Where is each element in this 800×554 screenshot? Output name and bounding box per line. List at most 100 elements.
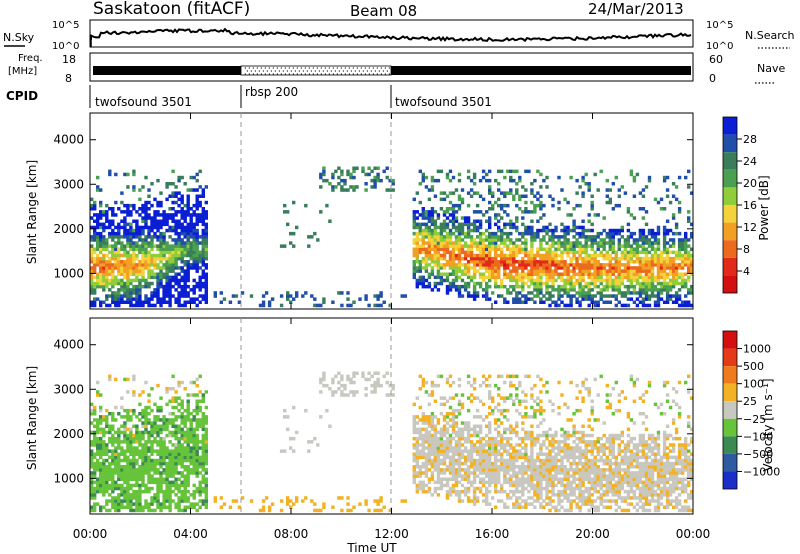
velocity-cell <box>478 461 483 466</box>
velocity-cell <box>114 446 118 450</box>
power-cell <box>391 188 395 192</box>
velocity-cell <box>90 505 94 509</box>
velocity-cell <box>286 415 290 419</box>
velocity-cell <box>186 408 190 413</box>
power-cell <box>111 266 115 270</box>
power-cell <box>198 169 202 174</box>
power-cell <box>454 278 459 283</box>
power-cell <box>530 241 534 245</box>
power-cell <box>99 266 103 270</box>
power-cell <box>545 256 549 261</box>
power-cell <box>108 231 112 236</box>
power-cell <box>102 247 106 251</box>
velocity-cell <box>418 455 422 460</box>
power-cell <box>687 291 691 295</box>
power-cell <box>533 207 537 211</box>
power-cell <box>488 222 492 227</box>
velocity-cell <box>183 486 187 491</box>
power-cell <box>469 178 474 183</box>
power-cell <box>481 247 486 251</box>
power-cell <box>587 228 591 233</box>
velocity-cell <box>445 443 450 447</box>
power-cell <box>530 200 534 205</box>
velocity-cell <box>171 465 175 469</box>
velocity-cell <box>469 461 474 466</box>
power-cell <box>198 219 202 223</box>
power-cell <box>120 225 124 230</box>
power-cell <box>590 272 594 276</box>
power-cell <box>147 269 151 273</box>
velocity-cell <box>174 390 178 394</box>
power-cell <box>123 275 127 280</box>
power-cell <box>352 188 356 192</box>
power-cell <box>168 207 172 211</box>
power-cell <box>500 203 504 208</box>
power-cell <box>500 260 504 264</box>
velocity-cell <box>442 449 447 453</box>
power-cell <box>150 281 154 286</box>
power-cell <box>491 247 495 251</box>
velocity-cell <box>114 418 118 422</box>
power-cell <box>629 284 634 289</box>
power-cell <box>174 266 178 270</box>
power-cell <box>129 272 133 276</box>
velocity-cell <box>391 387 395 391</box>
power-cell <box>379 303 383 308</box>
velocity-cell <box>352 505 356 509</box>
power-cell <box>183 303 187 308</box>
velocity-cell <box>138 418 142 422</box>
velocity-cell <box>472 499 477 503</box>
velocity-cell <box>159 480 163 485</box>
velocity-cell <box>497 468 501 472</box>
power-cell <box>506 263 510 267</box>
velocity-cell <box>457 474 462 478</box>
power-cell <box>578 263 582 267</box>
power-cell <box>313 231 317 236</box>
velocity-cell <box>427 402 432 407</box>
power-cell <box>602 244 606 248</box>
power-cell <box>509 191 513 195</box>
velocity-cell <box>340 390 344 394</box>
velocity-cell <box>195 402 199 407</box>
velocity-cell <box>485 499 489 503</box>
power-cell <box>189 253 193 258</box>
power-cell <box>454 210 459 214</box>
power-cell <box>439 169 444 174</box>
power-cell <box>668 266 673 270</box>
power-cell <box>539 238 543 242</box>
velocity-cell <box>448 383 453 388</box>
power-cell <box>189 188 193 192</box>
power-cell <box>111 231 115 236</box>
power-cell <box>638 244 643 248</box>
velocity-cell <box>120 483 124 488</box>
power-cell <box>105 281 109 286</box>
power-cell <box>626 278 631 283</box>
power-cell <box>614 294 618 298</box>
power-cell <box>617 263 621 267</box>
power-cell <box>620 303 624 308</box>
power-cell <box>578 278 582 283</box>
power-cell <box>195 260 199 264</box>
velocity-cell <box>352 390 356 394</box>
power-cell <box>644 297 649 301</box>
velocity-cell <box>147 465 151 469</box>
power-cell <box>611 272 615 276</box>
power-cell <box>174 238 178 242</box>
power-cell <box>629 281 634 286</box>
velocity-cell <box>132 483 136 488</box>
velocity-cell <box>469 499 474 503</box>
power-cell <box>427 216 432 220</box>
velocity-cell <box>90 477 94 481</box>
power-cell <box>412 253 416 258</box>
power-cell <box>488 178 492 183</box>
power-cell <box>584 172 588 177</box>
power-cell <box>132 169 136 174</box>
velocity-cell <box>96 458 100 463</box>
power-cell <box>135 284 139 289</box>
power-cell <box>536 284 540 289</box>
velocity-cell <box>120 446 124 450</box>
power-cell <box>433 244 438 248</box>
velocity-cell <box>494 477 498 481</box>
power-cell <box>575 191 579 195</box>
power-cell <box>412 219 416 223</box>
